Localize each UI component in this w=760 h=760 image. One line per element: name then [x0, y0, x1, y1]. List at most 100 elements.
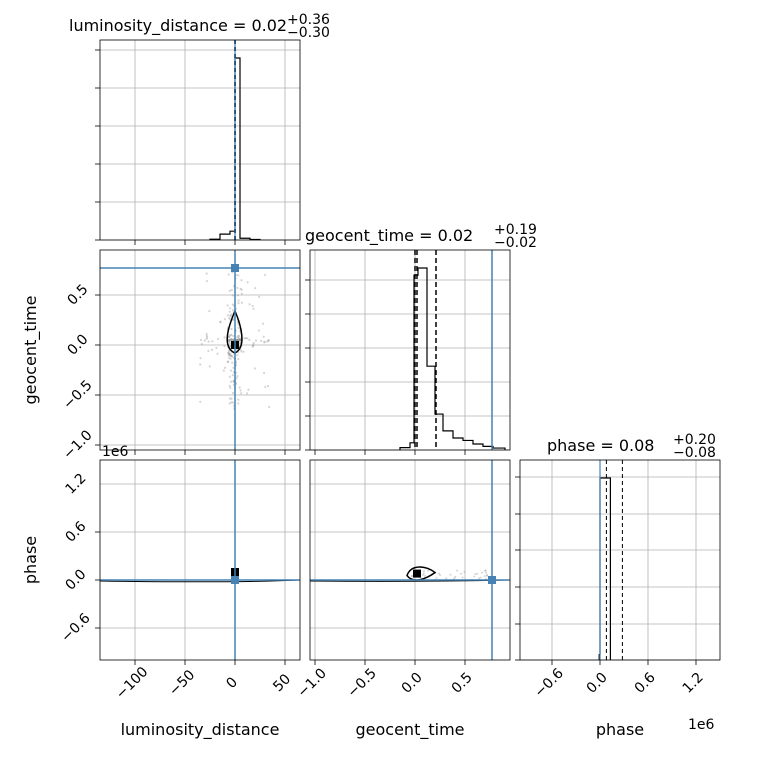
scatter-point: [235, 339, 238, 342]
scatter-point: [231, 339, 234, 342]
scatter-point: [231, 374, 234, 377]
scatter-point: [205, 337, 208, 340]
scatter-point: [228, 353, 231, 356]
scatter-point: [262, 335, 265, 338]
histogram-geocent-time: [399, 267, 506, 450]
scatter-point: [226, 351, 230, 354]
title-geocent-time: geocent_time = 0.02: [305, 226, 473, 246]
scatter-point: [203, 339, 206, 342]
scatter-point: [223, 336, 226, 339]
scatter-point: [228, 340, 231, 343]
scatter-point: [205, 272, 208, 275]
scatter-point: [207, 340, 210, 343]
scatter-point: [228, 349, 231, 353]
scatter-point: [232, 366, 235, 369]
scatter-point: [247, 388, 250, 391]
scatter-point: [229, 357, 232, 360]
scatter-point: [236, 338, 239, 342]
scatter-point: [230, 288, 233, 292]
scatter-point: [238, 340, 241, 343]
scatter-point: [228, 339, 231, 342]
scatter-point: [211, 340, 214, 343]
scatter-point: [216, 352, 219, 355]
scatter-point: [237, 357, 240, 361]
scatter-point: [232, 338, 235, 341]
scatter-point: [215, 346, 218, 350]
scatter-point: [237, 338, 241, 341]
scatter-point: [253, 367, 257, 370]
scatter-point: [231, 309, 235, 312]
scatter-point: [260, 339, 263, 343]
scatter-point: [486, 574, 489, 577]
panel-phase-vs-geocent: [309, 459, 511, 661]
scatter-point: [262, 371, 266, 375]
scatter-point: [240, 288, 243, 291]
scatter-point: [246, 337, 249, 340]
scatter-point: [238, 337, 241, 341]
scatter-point: [236, 335, 240, 338]
scatter-point: [236, 374, 239, 378]
scatter-point: [423, 574, 426, 577]
scatter-point: [205, 336, 209, 339]
scatter-point: [242, 350, 245, 353]
panel-geocent-vs-luminosity: [99, 249, 301, 451]
title-geocent-time-minus: −0.02: [494, 235, 537, 251]
scatter-point: [199, 338, 203, 342]
scatter-point: [483, 569, 486, 572]
x-tick-label: 0.6: [632, 670, 659, 697]
scatter-point: [208, 309, 211, 313]
scatter-point: [200, 342, 203, 346]
scatter-point: [239, 389, 242, 392]
x-tick-label: −1.0: [294, 665, 329, 700]
scatter-point: [474, 573, 477, 576]
scatter-point: [461, 576, 464, 579]
scatter-point: [229, 369, 233, 372]
scatter-point: [244, 337, 248, 340]
scatter-point: [222, 369, 225, 372]
x-axis-label-geocent-time: geocent_time: [356, 720, 465, 740]
scatter-point: [485, 571, 488, 574]
scatter-point: [207, 349, 210, 353]
scatter-point: [230, 333, 233, 336]
scatter-point: [228, 339, 231, 342]
scatter-point: [248, 338, 251, 342]
title-phase-plus: +0.20: [673, 432, 716, 448]
scatter-point: [231, 355, 234, 358]
scatter-point: [236, 339, 239, 342]
scatter-point: [230, 401, 233, 404]
scatter-point: [228, 289, 231, 293]
scatter-point: [239, 338, 242, 342]
y-axis-label-phase: phase: [21, 536, 40, 584]
scatter-point: [261, 322, 265, 325]
scatter-point: [484, 569, 487, 572]
x-tick-label: −0.6: [531, 665, 566, 700]
y-tick-label: 0.0: [62, 566, 89, 593]
panel-phase-hist: [519, 459, 721, 661]
x-tick-label: 0.0: [584, 670, 611, 697]
scatter-point: [422, 570, 425, 573]
scatter-point: [456, 569, 459, 572]
scatter-point: [223, 345, 226, 348]
scatter-point: [258, 295, 261, 299]
x-tick-label: −50: [166, 667, 198, 699]
scatter-point: [237, 302, 240, 305]
scatter-point: [410, 575, 413, 578]
scatter-point: [236, 286, 239, 290]
scatter-point: [231, 303, 234, 306]
scatter-point: [238, 339, 242, 342]
scatter-point: [237, 338, 240, 342]
scatter-point: [228, 402, 231, 405]
scatter-point: [246, 392, 249, 395]
scatter-point: [460, 572, 463, 575]
scatter-point: [228, 310, 231, 313]
y-tick-label: −0.6: [58, 610, 93, 645]
scatter-point: [445, 577, 448, 580]
scatter-point: [473, 575, 476, 578]
scatter-point: [230, 315, 233, 318]
scatter-point: [231, 361, 234, 364]
scatter-point: [236, 336, 239, 339]
scatter-point: [227, 317, 231, 320]
scatter-point: [231, 338, 234, 341]
scatter-point: [237, 326, 240, 330]
scatter-point: [226, 360, 229, 364]
